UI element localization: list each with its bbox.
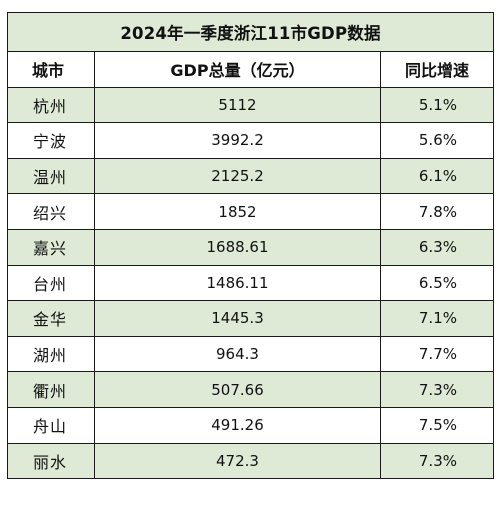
table-row: 衢州 507.66 7.3% [7,371,494,408]
city-cell: 衢州 [7,371,95,408]
growth-cell: 7.3% [380,371,494,408]
city-cell: 丽水 [7,442,95,480]
table-row: 金华 1445.3 7.1% [7,300,494,337]
city-cell: 湖州 [7,335,95,373]
city-cell: 温州 [7,157,95,195]
growth-cell: 6.5% [380,264,494,302]
table-row: 绍兴 1852 7.8% [7,193,494,230]
table-row: 台州 1486.11 6.5% [7,264,494,302]
gdp-cell: 491.26 [94,406,381,444]
table-row: 杭州 5112 5.1% [7,86,494,124]
table-row: 嘉兴 1688.61 6.3% [7,228,494,266]
table-row: 湖州 964.3 7.7% [7,335,494,373]
growth-cell: 7.5% [380,406,494,444]
gdp-cell: 2125.2 [94,157,381,195]
city-cell: 嘉兴 [7,228,95,266]
growth-cell: 6.3% [380,228,494,266]
title-row: 2024年一季度浙江11市GDP数据 [7,12,494,52]
growth-cell: 7.7% [380,335,494,373]
growth-cell: 6.1% [380,157,494,195]
city-cell: 绍兴 [7,193,95,230]
header-growth: 同比增速 [380,51,494,88]
city-cell: 宁波 [7,122,95,159]
table-row: 温州 2125.2 6.1% [7,157,494,195]
growth-cell: 7.1% [380,300,494,337]
table-row: 宁波 3992.2 5.6% [7,122,494,159]
header-gdp: GDP总量（亿元） [94,51,381,88]
city-cell: 舟山 [7,406,95,444]
city-cell: 杭州 [7,86,95,124]
gdp-cell: 964.3 [94,335,381,373]
header-city: 城市 [7,51,95,88]
header-row: 城市 GDP总量（亿元） 同比增速 [7,51,494,88]
gdp-cell: 5112 [94,86,381,124]
gdp-cell: 1688.61 [94,228,381,266]
table-row: 舟山 491.26 7.5% [7,406,494,444]
gdp-table: 2024年一季度浙江11市GDP数据 城市 GDP总量（亿元） 同比增速 杭州 … [7,12,494,480]
gdp-table-container: 2024年一季度浙江11市GDP数据 城市 GDP总量（亿元） 同比增速 杭州 … [7,12,494,480]
gdp-cell: 507.66 [94,371,381,408]
gdp-cell: 1852 [94,193,381,230]
gdp-cell: 3992.2 [94,122,381,159]
growth-cell: 7.8% [380,193,494,230]
growth-cell: 7.3% [380,442,494,480]
gdp-cell: 1486.11 [94,264,381,302]
gdp-cell: 472.3 [94,442,381,480]
city-cell: 金华 [7,300,95,337]
table-row: 丽水 472.3 7.3% [7,442,494,480]
city-cell: 台州 [7,264,95,302]
growth-cell: 5.1% [380,86,494,124]
table-title: 2024年一季度浙江11市GDP数据 [7,12,494,52]
gdp-cell: 1445.3 [94,300,381,337]
growth-cell: 5.6% [380,122,494,159]
